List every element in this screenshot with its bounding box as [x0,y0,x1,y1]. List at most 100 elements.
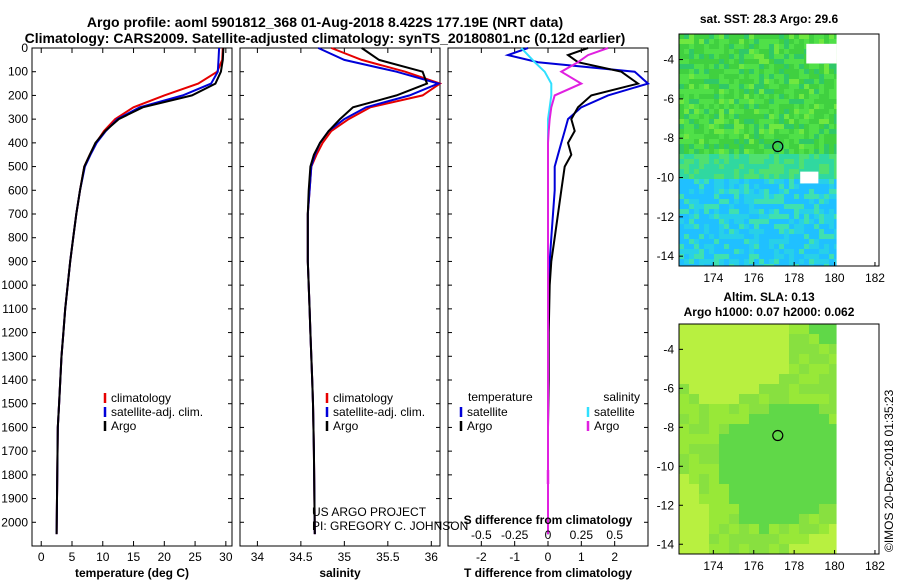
x-tick-label: 35 [338,550,352,564]
y-tick-label: 600 [8,183,28,197]
top-tick-label: -0.25 [501,528,529,542]
argo-location-marker [772,140,784,153]
y-tick-label: 2000 [1,515,28,529]
map-x-tick-label: 180 [825,559,845,573]
top-tick-label: -0.5 [471,528,492,542]
y-tick-label: 400 [8,136,28,150]
legend-entry: Argo [111,419,137,433]
y-tick-label: 200 [8,88,28,102]
legend-entry: satellite [467,405,508,419]
x-axis-label: salinity [319,566,361,580]
y-tick-label: 1700 [1,444,28,458]
x-tick-label: 30 [219,550,233,564]
legend-entry: climatology [111,391,171,405]
y-tick-label: 700 [8,207,28,221]
map-y-tick-label: -10 [657,459,675,473]
x-tick-label: 25 [188,550,202,564]
series-line-argo [547,47,641,535]
plot-frame [31,47,233,547]
top-tick-label: 0.5 [606,528,623,542]
legend-title-temperature: temperature [468,390,533,404]
y-tick-label: 100 [8,65,28,79]
legend-entry: satellite [594,405,635,419]
map-x-tick-label: 178 [784,559,804,573]
legend-title-salinity: salinity [603,390,640,404]
y-tick-label: 1900 [1,492,28,506]
legend-entry: satellite-adj. clim. [333,405,425,419]
y-tick-label: 1200 [1,326,28,340]
sla-map: -4 -6 -8 -10 -12 -14 174 176 178 180 182 [657,323,885,573]
chart-title-line2: Climatology: CARS2009. Satellite-adjuste… [24,30,626,46]
x-tick-label: -1 [509,550,520,564]
top-axis-label: S difference from climatology [464,513,633,527]
map-y-tick-label: -6 [663,381,674,395]
x-tick-label: 0 [38,550,45,564]
argo-location-marker [772,429,784,442]
temperature-panel: 0100200300400500600700800900100011001200… [1,41,233,580]
map-y-tick-label: -8 [663,420,674,434]
x-tick-label: 34.5 [289,550,313,564]
map-frame [678,33,880,267]
legend-entry: Argo [333,419,359,433]
plot-frame [239,47,441,547]
top-tick-label: 0.25 [570,528,594,542]
x-tick-label: 34 [251,550,265,564]
x-tick-label: 2 [611,550,618,564]
map-frame [678,323,880,555]
sst-map-title: sat. SST: 28.3 Argo: 29.6 [699,12,839,26]
map-x-tick-label: 180 [825,271,845,285]
map-y-tick-label: -4 [663,53,674,67]
map-x-tick-label: 176 [744,559,764,573]
credit-pi: PI: GREGORY C. JOHNSON [312,519,468,533]
y-tick-label: 1000 [1,278,28,292]
series-line-argo [547,47,609,535]
map-x-tick-label: 178 [784,271,804,285]
difference-panel: -2 -1 0 1 2 T difference from climatology -0.5… [447,47,651,580]
x-tick-label: -2 [476,550,487,564]
y-tick-label: 500 [8,160,28,174]
series-line-argo [306,47,429,535]
x-tick-label: 5 [69,550,76,564]
y-tick-label: 900 [8,254,28,268]
y-tick-label: 1100 [2,302,28,316]
x-axis-label: T difference from climatology [464,566,632,580]
x-tick-label: 35.5 [376,550,400,564]
y-tick-label: 1300 [1,349,28,363]
legend-entry: Argo [594,419,620,433]
map-y-tick-label: -6 [663,92,674,106]
y-tick-label: 1400 [1,373,28,387]
y-tick-label: 300 [8,112,28,126]
map-x-tick-label: 174 [703,559,723,573]
y-tick-label: 1500 [1,397,28,411]
top-tick-label: 0 [545,528,552,542]
sla-map-title-line1: Altim. SLA: 0.13 [723,290,815,304]
sla-map-title-line2: Argo h1000: 0.07 h2000: 0.062 [683,305,855,319]
map-y-tick-label: -12 [657,498,675,512]
map-x-tick-label: 174 [703,271,723,285]
map-y-tick-label: -8 [663,131,674,145]
x-tick-label: 20 [158,550,172,564]
chart-title-line1: Argo profile: aoml 5901812_368 01-Aug-20… [86,14,564,30]
x-tick-label: 0 [545,550,552,564]
y-tick-label: 0 [21,41,28,55]
map-x-tick-label: 176 [744,271,764,285]
map-y-tick-label: -14 [657,249,675,263]
sst-map: -4 -6 -8 -10 -12 -14 174 176 178 180 182 [657,33,885,285]
series-line-argo [55,47,225,535]
map-y-tick-label: -14 [657,537,675,551]
y-tick-label: 800 [8,231,28,245]
map-y-tick-label: -4 [663,342,674,356]
map-y-tick-label: -10 [657,171,675,185]
legend-entry: climatology [333,391,393,405]
map-x-tick-label: 182 [865,559,885,573]
x-tick-label: 36 [425,550,439,564]
legend-entry: Argo [467,419,493,433]
map-y-tick-label: -12 [657,210,675,224]
credit-project: US ARGO PROJECT [312,505,427,519]
x-axis-label: temperature (deg C) [75,566,189,580]
y-tick-label: 1800 [1,468,28,482]
map-x-tick-label: 182 [865,271,885,285]
x-tick-label: 15 [127,550,141,564]
y-tick-label: 1600 [1,420,28,434]
